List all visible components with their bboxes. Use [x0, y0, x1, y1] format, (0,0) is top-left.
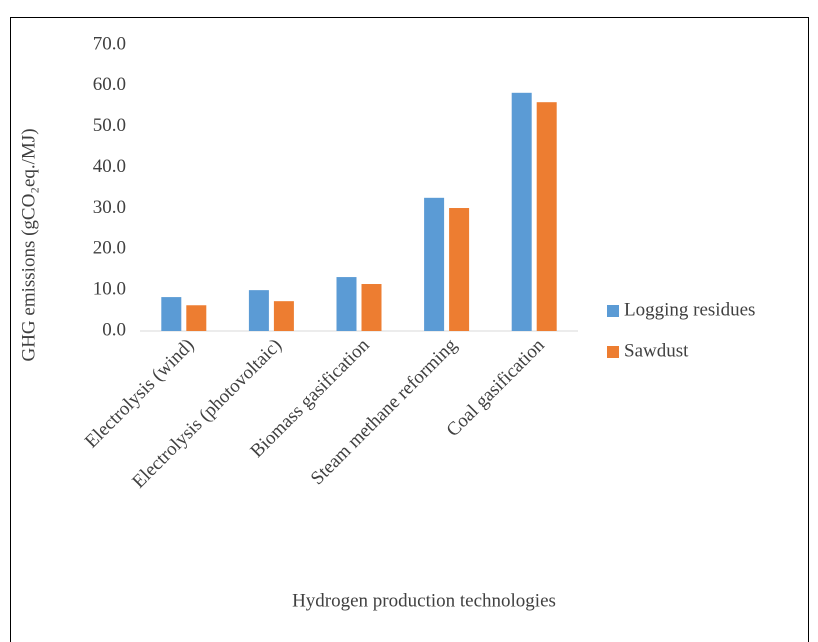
y-tick-label: 50.0 [93, 115, 126, 136]
legend-swatch [607, 346, 619, 358]
bar [273, 301, 294, 331]
bar [186, 305, 207, 331]
legend-swatch [607, 305, 619, 317]
x-tick-label: Electrolysis (photovoltaic) [128, 335, 286, 493]
y-tick-label: 20.0 [93, 238, 126, 259]
bar [161, 297, 182, 331]
chart-frame [10, 17, 809, 642]
bar [511, 92, 532, 331]
x-axis-label: Hydrogen production technologies [292, 590, 556, 611]
y-tick-label: 40.0 [93, 156, 126, 177]
bar [536, 102, 557, 331]
x-tick-label: Steam methane reforming [307, 334, 462, 489]
y-tick-label: 30.0 [93, 197, 126, 218]
y-tick-label: 70.0 [93, 33, 126, 54]
bar [449, 208, 470, 331]
bar [248, 290, 269, 331]
bar [336, 277, 357, 331]
legend-label: Logging residues [624, 299, 755, 320]
bar [361, 284, 382, 331]
legend-label: Sawdust [624, 340, 689, 361]
bar [424, 197, 445, 331]
y-tick-label: 10.0 [93, 279, 126, 300]
y-axis-label: GHG emissions (gCO₂eq./MJ) [18, 128, 39, 361]
y-tick-label: 60.0 [93, 74, 126, 95]
y-tick-label: 0.0 [102, 319, 126, 340]
